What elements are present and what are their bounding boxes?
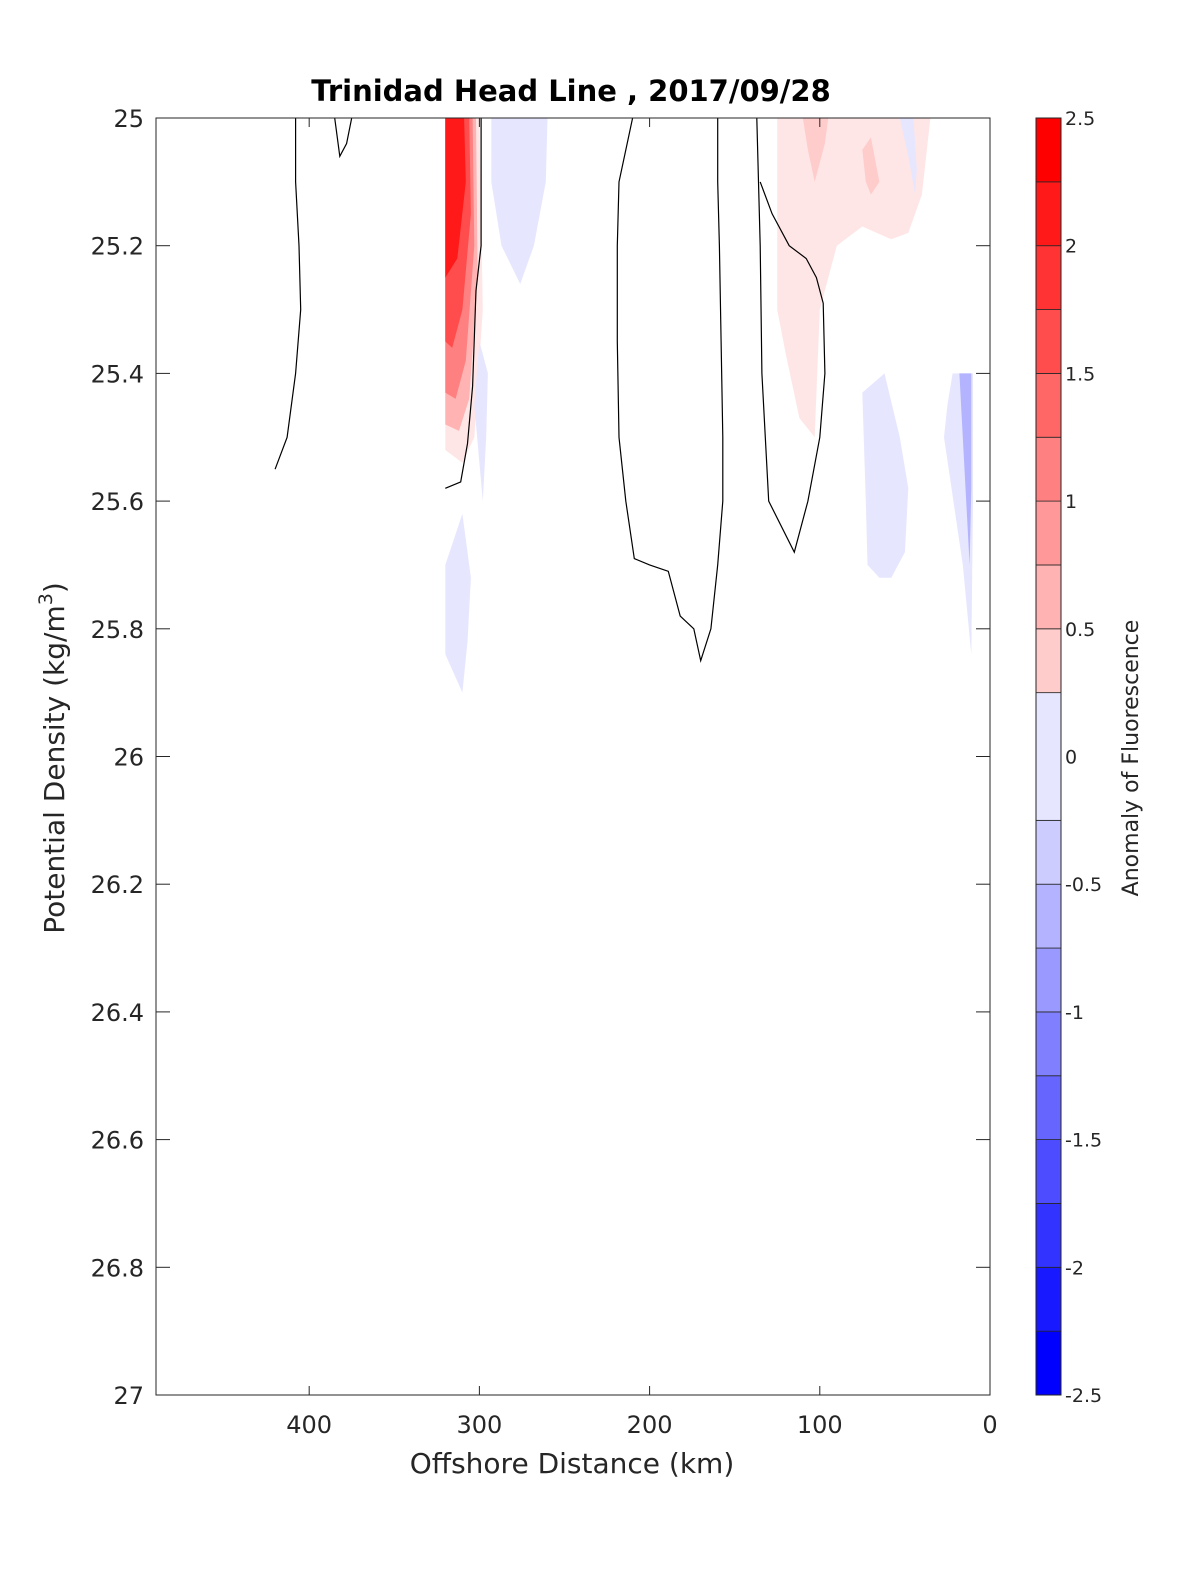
y-axis-label-close: ) — [38, 582, 71, 593]
colorbar-tick-label: -0.5 — [1065, 874, 1102, 896]
contour-line-1 — [334, 118, 353, 159]
y-tick-label: 25.6 — [91, 488, 144, 516]
colorbar-band — [1035, 628, 1062, 694]
y-tick-label: 26.6 — [91, 1127, 144, 1155]
y-tick-label: 25.8 — [91, 616, 144, 644]
contour-region-8 — [777, 118, 931, 438]
y-tick-label: 26.8 — [91, 1254, 144, 1282]
colorbar-band — [1035, 883, 1062, 949]
zero-contour-lines — [274, 118, 826, 664]
colorbar-band — [1035, 1203, 1062, 1268]
y-tick-label: 25.4 — [91, 360, 144, 388]
contour-region-7 — [445, 513, 471, 693]
colorbar-band — [1035, 947, 1062, 1013]
x-tick-label: 100 — [797, 1411, 843, 1439]
colorbar-tick-label: 1.5 — [1065, 363, 1095, 385]
colorbar-band — [1035, 1266, 1062, 1332]
colorbar-label: Anomaly of Fluorescence — [1119, 620, 1144, 897]
contour-line-3 — [616, 118, 724, 664]
colorbar — [1035, 117, 1062, 1396]
colorbar-tick-label: -2.5 — [1065, 1385, 1102, 1407]
colorbar-tick-label: 1 — [1065, 491, 1077, 513]
contour-line-0 — [274, 118, 302, 470]
x-tick-label: 300 — [456, 1411, 502, 1439]
chart-title: Trinidad Head Line , 2017/09/28 — [311, 74, 831, 108]
x-tick-label: 200 — [627, 1411, 673, 1439]
contour-region-5 — [491, 118, 548, 284]
y-tick-label: 25.2 — [91, 233, 144, 261]
colorbar-tick-label: 0 — [1065, 747, 1077, 769]
colorbar-band — [1035, 692, 1062, 821]
colorbar-band — [1035, 1139, 1062, 1204]
plot-frame — [155, 117, 991, 1396]
colorbar-band — [1035, 372, 1062, 438]
contour-region-12 — [862, 373, 909, 578]
y-tick-label: 26.4 — [91, 999, 144, 1027]
contour-region-9 — [802, 118, 829, 182]
x-axis-label: Offshore Distance (km) — [410, 1447, 735, 1480]
colorbar-band — [1035, 309, 1062, 374]
contour-region-10 — [862, 137, 880, 195]
contour-line-2 — [445, 118, 482, 489]
x-tick-label: 0 — [982, 1411, 997, 1439]
filled-contour-regions — [445, 118, 973, 693]
colorbar-band — [1035, 181, 1062, 247]
colorbar-band — [1035, 1075, 1062, 1140]
contour-region-11 — [899, 118, 917, 195]
contour-line-4 — [756, 118, 826, 554]
colorbar-band — [1035, 500, 1062, 566]
contour-region-6 — [474, 341, 488, 502]
colorbar-tick-label: 2.5 — [1065, 108, 1095, 130]
colorbar-band — [1035, 819, 1062, 885]
colorbar-ticks: 2.5 2 1.5 1 0.5 0 -0.5 -1 -1.5 -2 -2.5 — [1065, 108, 1102, 1407]
colorbar-tick-label: -1 — [1065, 1002, 1084, 1024]
contour-region-4 — [445, 118, 466, 278]
y-tick-label: 26 — [113, 744, 144, 772]
x-axis-ticks: 400 300 200 100 0 — [286, 118, 998, 1439]
colorbar-band — [1035, 564, 1062, 630]
colorbar-band — [1035, 245, 1062, 310]
y-tick-label: 25 — [113, 105, 144, 133]
contour-region-14 — [959, 373, 972, 565]
colorbar-tick-label: 0.5 — [1065, 619, 1095, 641]
y-axis-label-main: Potential Density (kg/m — [38, 605, 71, 934]
colorbar-band — [1035, 1330, 1062, 1396]
x-tick-label: 400 — [286, 1411, 332, 1439]
colorbar-band — [1035, 117, 1062, 183]
y-tick-label: 26.2 — [91, 871, 144, 899]
colorbar-band — [1035, 1011, 1062, 1077]
y-axis-ticks: 25 25.2 25.4 25.6 25.8 26 26.2 26.4 26.6 26.8 27 — [91, 105, 990, 1410]
colorbar-tick-label: -2 — [1065, 1257, 1084, 1279]
y-axis-label-superscript: 3 — [35, 593, 57, 605]
y-axis-label: Potential Density (kg/m3) — [35, 582, 71, 934]
colorbar-tick-label: -1.5 — [1065, 1130, 1102, 1152]
colorbar-frame — [1035, 117, 1062, 1396]
colorbar-band — [1035, 436, 1062, 502]
colorbar-tick-label: 2 — [1065, 236, 1077, 258]
y-tick-label: 27 — [113, 1382, 144, 1410]
